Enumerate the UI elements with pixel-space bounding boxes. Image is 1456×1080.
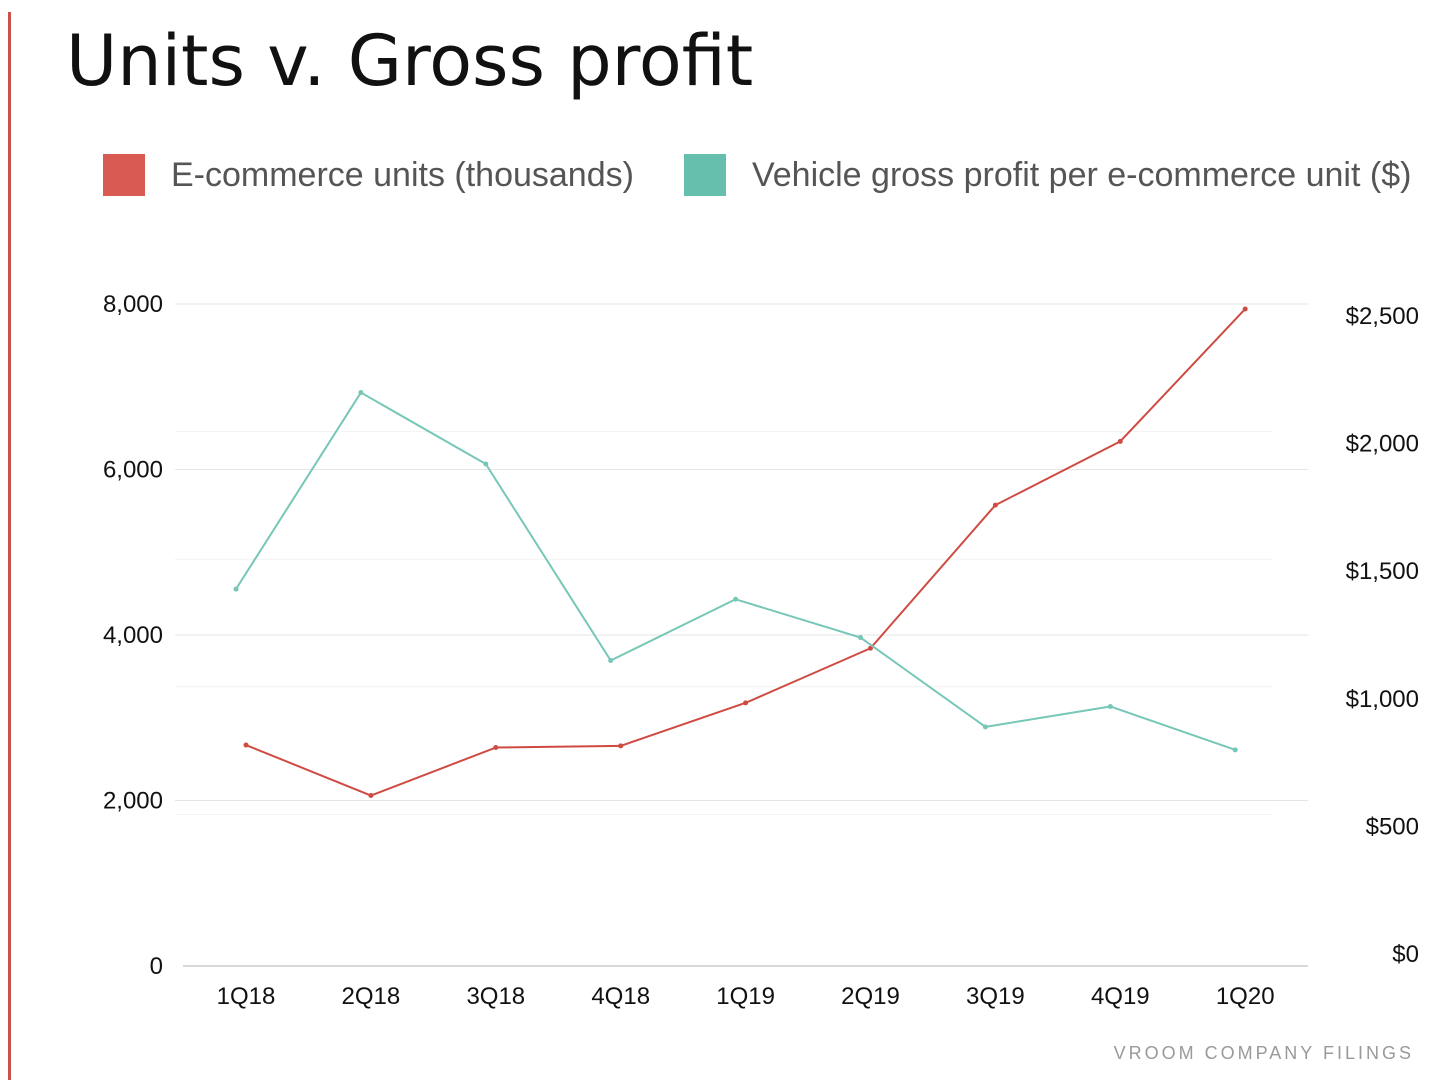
legend-label-units: E-commerce units (thousands) <box>171 155 634 194</box>
units-point <box>368 793 374 799</box>
legend-swatch-units <box>103 154 145 196</box>
y-right-tick-label: $2,500 <box>1346 303 1419 330</box>
source-note: VROOM COMPANY FILINGS <box>1113 1043 1414 1063</box>
legend-swatch-profit <box>683 154 726 196</box>
legend: E-commerce units (thousands) Vehicle gro… <box>103 154 1456 196</box>
x-tick-label: 1Q19 <box>716 983 775 1010</box>
y-right-tick-label: $2,000 <box>1346 431 1419 458</box>
y-left-tick-label: 8,000 <box>103 291 163 318</box>
series-line-profit <box>235 391 1236 751</box>
y-right-tick-label: $500 <box>1366 813 1419 840</box>
units-point <box>243 742 249 748</box>
units-point <box>1117 438 1123 444</box>
x-tick-label: 2Q19 <box>841 983 900 1010</box>
legend-item-profit: Vehicle gross profit per e-commerce unit… <box>683 154 1412 196</box>
y-left-tick-label: 0 <box>150 953 163 980</box>
y-right-tick-label: $1,500 <box>1346 558 1419 585</box>
profit-point <box>358 390 364 396</box>
profit-point <box>982 724 988 730</box>
x-tick-label: 3Q19 <box>966 983 1025 1010</box>
series-line-units <box>245 308 1246 797</box>
units-point <box>992 502 998 508</box>
x-tick-label: 1Q20 <box>1216 983 1275 1010</box>
x-tick-label: 4Q19 <box>1091 983 1150 1010</box>
profit-point <box>858 635 863 641</box>
profit-point <box>483 461 489 467</box>
profit-point <box>233 586 239 592</box>
y-left-tick-label: 2,000 <box>103 788 163 815</box>
accent-bar <box>8 12 11 1080</box>
units-point <box>493 745 499 751</box>
profit-point <box>1232 747 1238 753</box>
y-left-tick-label: 6,000 <box>103 457 163 484</box>
x-tick-label: 1Q18 <box>217 983 276 1010</box>
y-right-tick-label: $1,000 <box>1346 686 1419 713</box>
profit-point <box>733 596 739 602</box>
units-point <box>868 645 873 651</box>
x-tick-label: 4Q18 <box>591 983 650 1010</box>
legend-label-profit: Vehicle gross profit per e-commerce unit… <box>751 155 1412 194</box>
units-point <box>743 700 749 706</box>
y-left-tick-label: 4,000 <box>103 622 163 649</box>
y-right-tick-label: $0 <box>1392 941 1419 968</box>
profit-point <box>1107 703 1113 709</box>
legend-item-units: E-commerce units (thousands) <box>103 154 634 196</box>
chart-title: Units v. Gross profit <box>66 20 754 102</box>
x-tick-label: 2Q18 <box>342 983 401 1010</box>
profit-point <box>608 658 614 664</box>
units-point <box>618 743 624 749</box>
x-tick-label: 3Q18 <box>466 983 525 1010</box>
units-point <box>1242 306 1248 312</box>
